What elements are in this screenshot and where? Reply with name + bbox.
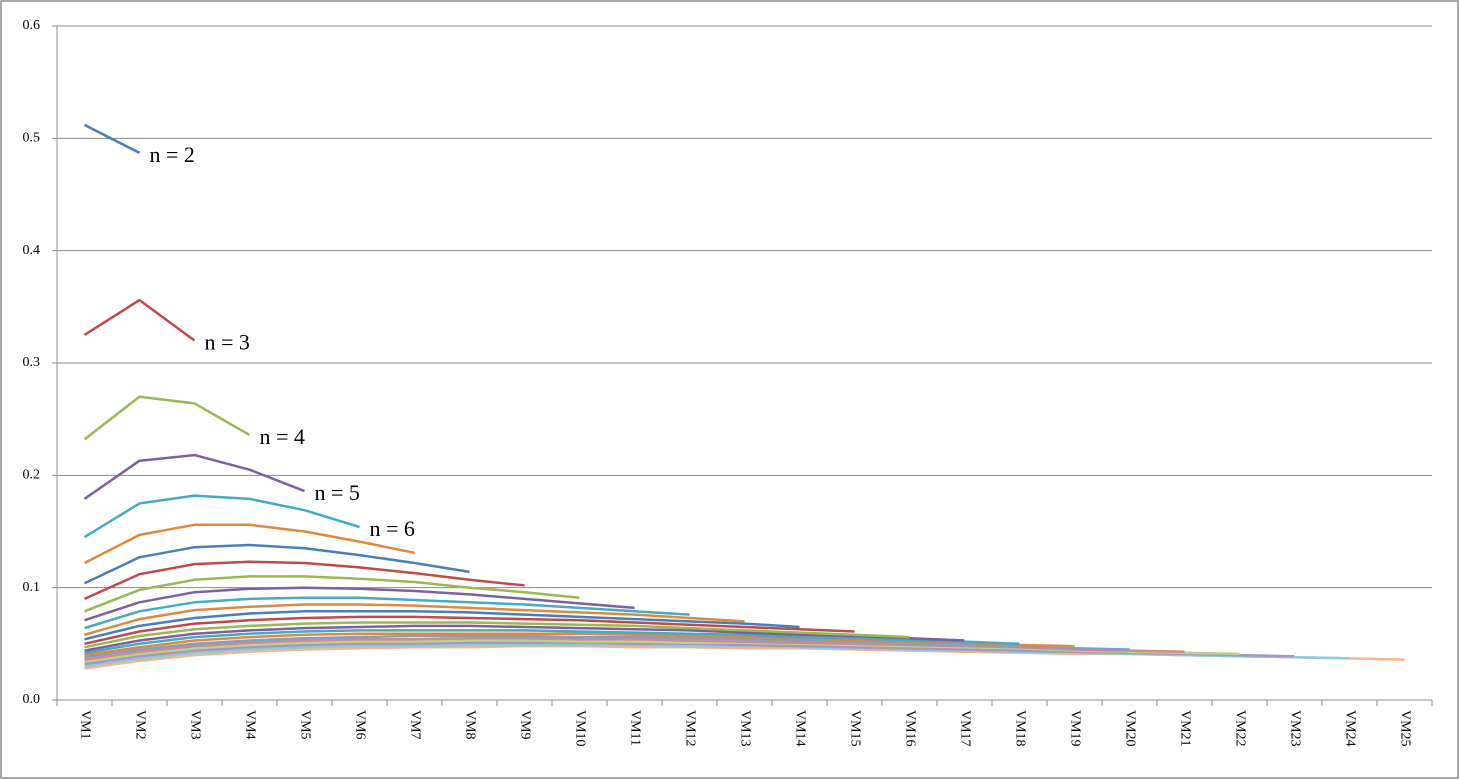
x-tick-label: VM10 xyxy=(572,710,587,747)
x-tick-label: VM2 xyxy=(132,710,147,740)
annotation: n = 2 xyxy=(150,142,195,167)
series-line xyxy=(83,543,470,585)
annotation: n = 5 xyxy=(315,480,360,505)
x-tick-label: VM17 xyxy=(957,710,972,747)
series-line xyxy=(84,610,800,641)
x-tick-label: VM19 xyxy=(1067,710,1082,747)
series-line xyxy=(83,560,525,601)
y-tick-label: 0.1 xyxy=(23,580,41,595)
series-line xyxy=(84,575,580,613)
x-tick-label: VM22 xyxy=(1232,710,1247,747)
y-tick-label: 0.2 xyxy=(23,468,41,483)
series-line xyxy=(84,621,910,649)
series-line xyxy=(84,596,690,630)
x-tick-label: VM18 xyxy=(1012,710,1027,747)
series-line xyxy=(83,123,141,155)
series-line xyxy=(83,453,305,500)
x-tick-label: VM9 xyxy=(517,710,532,740)
x-tick-label: VM15 xyxy=(847,710,862,747)
x-tick-label: VM1 xyxy=(77,710,92,740)
series-line xyxy=(83,298,196,342)
annotation: n = 4 xyxy=(260,424,305,449)
x-tick-label: VM20 xyxy=(1122,710,1137,747)
x-tick-label: VM5 xyxy=(297,710,312,740)
x-tick-label: VM23 xyxy=(1287,710,1302,747)
x-tick-label: VM8 xyxy=(462,710,477,740)
x-tick-label: VM14 xyxy=(792,710,807,747)
series-line xyxy=(84,615,855,646)
series-line xyxy=(84,624,965,652)
y-tick-label: 0.5 xyxy=(23,131,41,146)
x-tick-label: VM12 xyxy=(682,710,697,747)
x-tick-label: VM21 xyxy=(1177,710,1192,747)
series-line xyxy=(83,523,415,565)
x-tick-label: VM3 xyxy=(187,710,202,740)
x-tick-label: VM6 xyxy=(352,710,367,740)
x-tick-label: VM25 xyxy=(1397,710,1412,747)
series-line xyxy=(84,603,745,637)
series-line xyxy=(83,494,360,539)
x-tick-label: VM4 xyxy=(242,710,257,740)
annotation: n = 3 xyxy=(205,330,250,355)
x-tick-label: VM7 xyxy=(407,710,422,740)
x-tick-label: VM11 xyxy=(627,710,642,746)
y-tick-label: 0.6 xyxy=(23,18,41,33)
y-tick-label: 0.3 xyxy=(23,355,41,370)
y-tick-label: 0.4 xyxy=(23,243,41,258)
x-tick-label: VM16 xyxy=(902,710,917,747)
series-line xyxy=(84,629,1020,655)
series-line xyxy=(84,634,1130,659)
x-tick-label: VM24 xyxy=(1342,710,1357,747)
annotation: n = 6 xyxy=(370,516,415,541)
series-line xyxy=(83,395,251,441)
series-line xyxy=(84,586,635,622)
x-tick-label: VM13 xyxy=(737,710,752,747)
y-tick-label: 0.0 xyxy=(23,692,41,707)
